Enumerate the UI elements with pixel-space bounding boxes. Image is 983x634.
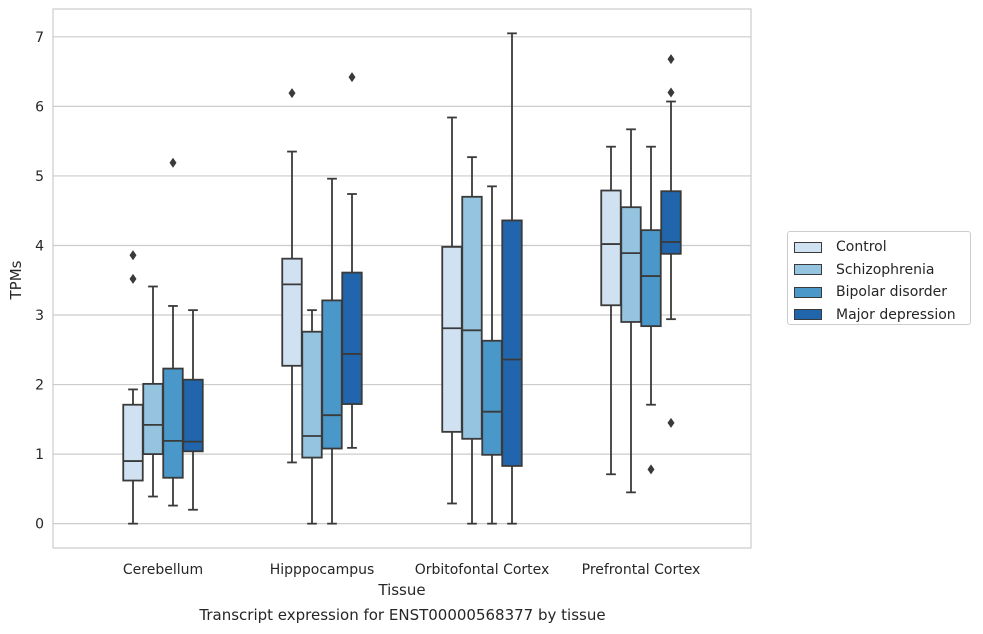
outlier-point: [348, 72, 356, 83]
y-tick-label: 1: [35, 447, 44, 463]
iqr-box: [321, 299, 343, 450]
box-bipolar-disorder: [162, 157, 184, 507]
y-axis-title: TPMs: [7, 260, 25, 300]
iqr-box: [461, 195, 483, 440]
iqr-box: [600, 189, 622, 307]
box-control: [281, 88, 303, 464]
legend-label: Bipolar disorder: [836, 284, 948, 301]
box-major-depression: [182, 309, 204, 511]
iqr-box: [301, 330, 323, 459]
box-major-depression: [501, 32, 523, 525]
iqr-box: [162, 367, 184, 479]
iqr-box: [481, 339, 503, 456]
legend-item-schizophrenia: Schizophrenia: [794, 259, 970, 282]
legend-swatch-bipolar-disorder: [794, 286, 822, 298]
iqr-box: [122, 403, 144, 482]
legend-label: Major depression: [836, 306, 956, 323]
y-tick-label: 0: [35, 517, 44, 533]
y-tick-label: 5: [35, 169, 44, 185]
legend-item-control: Control: [794, 236, 970, 259]
outlier-point: [129, 273, 137, 284]
y-tick-label: 3: [35, 308, 44, 324]
outlier-point: [169, 157, 177, 168]
iqr-box: [341, 271, 363, 405]
box-control: [122, 250, 144, 525]
legend-swatch-schizophrenia: [794, 264, 822, 276]
x-tick-label: Orbitofontal Cortex: [415, 562, 550, 578]
legend: Control Schizophrenia Bipolar disorder M…: [787, 231, 971, 325]
outlier-point: [667, 87, 675, 98]
box-control: [441, 116, 463, 505]
legend-label: Schizophrenia: [836, 261, 935, 278]
x-axis-title: Tissue: [377, 581, 425, 599]
iqr-box: [660, 190, 682, 255]
box-major-depression: [341, 72, 363, 449]
box-bipolar-disorder: [321, 177, 343, 525]
y-tick-label: 6: [35, 99, 44, 115]
iqr-box: [640, 229, 662, 328]
outlier-point: [667, 54, 675, 65]
x-tick-label: Hipppocampus: [270, 562, 375, 578]
x-tick-label: Cerebellum: [123, 562, 203, 578]
legend-item-bipolar-disorder: Bipolar disorder: [794, 281, 970, 304]
iqr-box: [501, 219, 523, 467]
legend-item-major-depression: Major depression: [794, 304, 970, 327]
iqr-box: [182, 378, 204, 453]
iqr-box: [142, 382, 164, 456]
box-bipolar-disorder: [481, 185, 503, 525]
box-schizophrenia: [461, 156, 483, 525]
chart-caption: Transcript expression for ENST0000056837…: [199, 606, 606, 624]
x-tick-labels: Cerebellum Hipppocampus Orbitofontal Corte…: [123, 562, 700, 578]
box-schizophrenia: [301, 309, 323, 525]
box-bipolar-disorder: [640, 145, 662, 475]
outlier-point: [288, 88, 296, 99]
outlier-point: [667, 417, 675, 428]
iqr-box: [281, 257, 303, 367]
legend-swatch-major-depression: [794, 309, 822, 321]
iqr-box: [620, 206, 642, 323]
outlier-point: [647, 464, 655, 475]
legend-swatch-control: [794, 241, 822, 253]
x-tick-label: Prefrontal Cortex: [582, 562, 701, 578]
y-tick-labels: 0 1 2 3 4 5 6 7: [35, 30, 44, 533]
plot-frame: [52, 8, 752, 549]
box-schizophrenia: [142, 285, 164, 498]
y-tick-label: 4: [35, 238, 44, 254]
iqr-box: [441, 245, 463, 433]
box-major-depression: [660, 54, 682, 428]
box-groups: [122, 32, 682, 525]
box-control: [600, 145, 622, 476]
outlier-point: [129, 250, 137, 261]
legend-label: Control: [836, 239, 887, 256]
y-tick-label: 2: [35, 378, 44, 394]
box-schizophrenia: [620, 128, 642, 494]
y-tick-label: 7: [35, 30, 44, 46]
